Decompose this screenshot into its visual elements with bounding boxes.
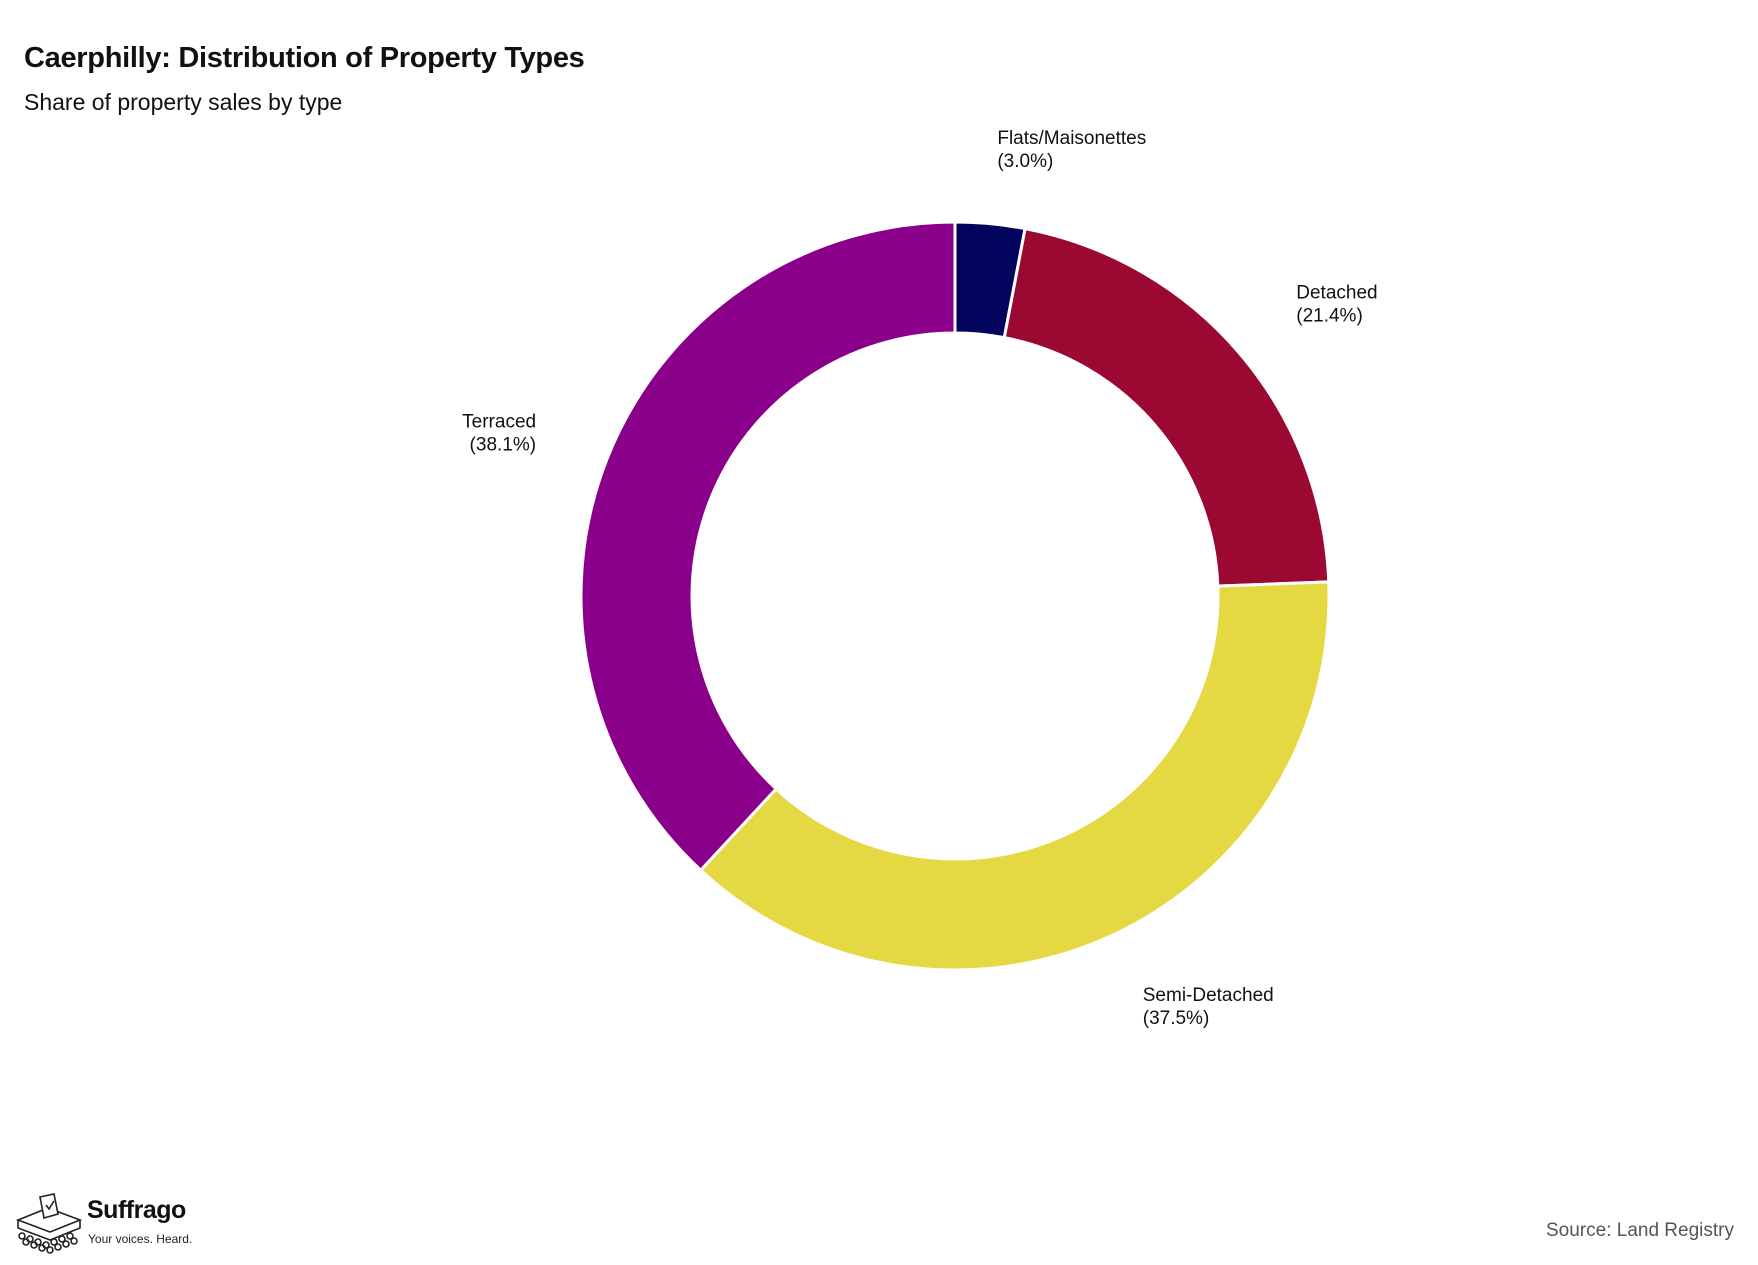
chart-title: Caerphilly: Distribution of Property Typ… [24, 42, 585, 74]
slice-label-name: Flats/Maisonettes [997, 128, 1146, 149]
source-note: Source: Land Registry [1546, 1220, 1734, 1241]
brand-logo: Suffrago Your voices. Heard. [14, 1192, 204, 1256]
slice-terraced [579, 220, 957, 873]
slice-label-name: Terraced [462, 412, 536, 433]
slice-semi-detached [698, 580, 1331, 972]
donut-slices [579, 220, 1331, 972]
slice-detached [1002, 226, 1331, 588]
slice-label-value: (38.1%) [470, 435, 537, 456]
slice-label-value: (37.5%) [1143, 1008, 1210, 1029]
slice-label-name: Semi-Detached [1143, 985, 1274, 1006]
slice-label-detached: Detached (21.4%) [1296, 283, 1377, 327]
brand-tagline: Your voices. Heard. [88, 1232, 193, 1246]
slice-label-terraced: Terraced (38.1%) [462, 412, 536, 456]
slice-label-name: Detached [1296, 283, 1377, 304]
chart-subtitle: Share of property sales by type [24, 89, 343, 115]
slice-labels: Flats/Maisonettes (3.0%) Detached (21.4%) Se… [462, 128, 1377, 1029]
ballot-box-icon [15, 1193, 83, 1254]
slice-label-semi-detached: Semi-Detached (37.5%) [1143, 985, 1274, 1029]
brand-name: Suffrago [87, 1196, 186, 1224]
slice-label-flats-maisonettes: Flats/Maisonettes (3.0%) [997, 128, 1146, 172]
slice-label-value: (21.4%) [1296, 306, 1363, 327]
slice-label-value: (3.0%) [997, 151, 1053, 172]
